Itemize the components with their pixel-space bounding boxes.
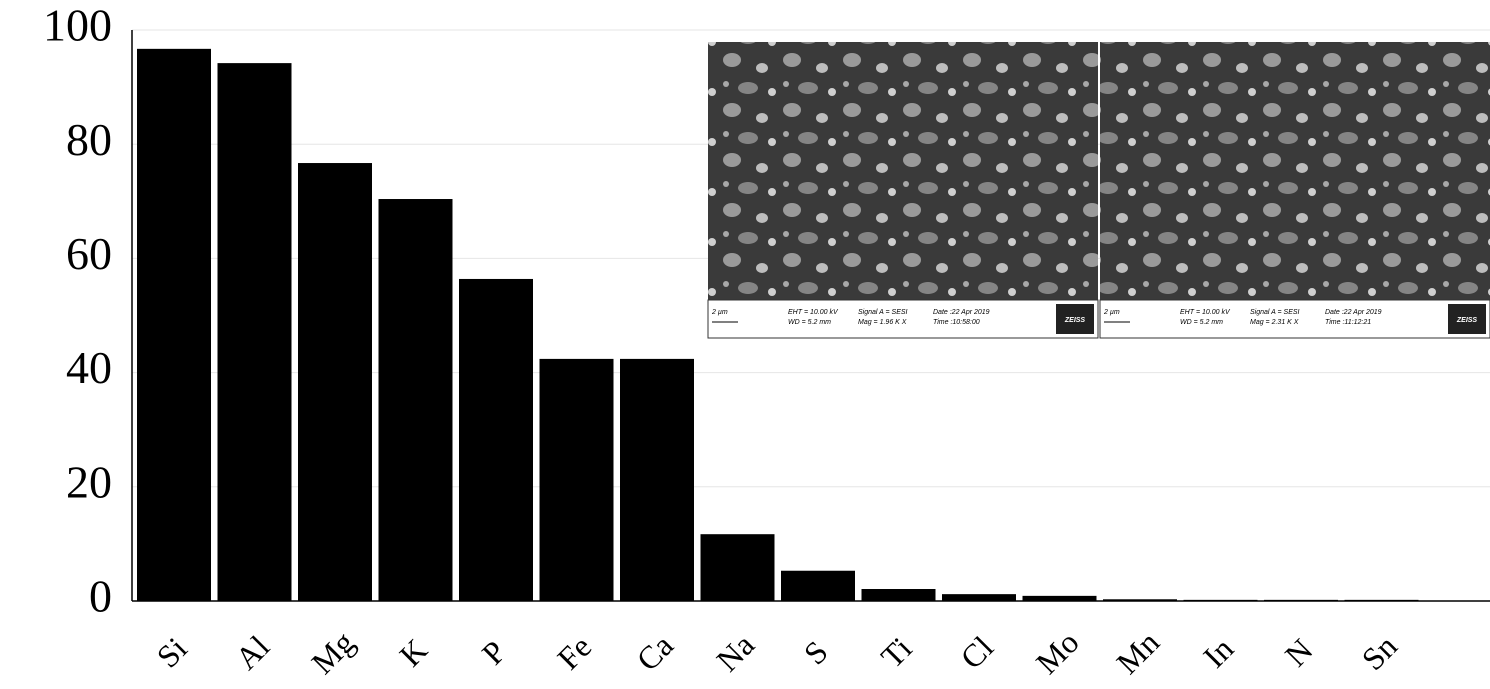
bar — [217, 63, 292, 602]
x-tick-label: Ti — [874, 630, 919, 675]
micrograph — [1100, 42, 1490, 300]
sem-image: 2 µm EHT = 10.00 kV WD = 5.2 mm Signal A = … — [1099, 42, 1490, 339]
x-tick-label: S — [797, 633, 835, 671]
info-bar — [707, 299, 1099, 339]
bar — [620, 358, 694, 601]
x-tick-label: In — [1196, 630, 1240, 674]
bar — [137, 48, 211, 601]
info-text: 2 µm — [711, 309, 728, 316]
bar — [378, 199, 453, 602]
info-text: ZEISS — [1064, 317, 1086, 324]
info-text: Signal A = SESI — [1250, 309, 1300, 316]
x-tick-label: Mo — [1029, 624, 1086, 681]
x-tick-label: Fe — [550, 628, 598, 676]
info-text: Signal A = SESI — [858, 309, 908, 316]
info-text: WD = 5.2 mm — [1180, 319, 1223, 326]
x-tick-label: Sn — [1354, 628, 1403, 677]
x-tick-label: Na — [709, 626, 761, 678]
y-tick-label: 60 — [66, 228, 112, 279]
bar — [298, 163, 372, 601]
info-text: Time :10:58:00 — [933, 319, 980, 326]
x-tick-label: P — [475, 633, 513, 671]
bar — [539, 358, 614, 601]
bar — [942, 594, 1016, 601]
bar — [781, 570, 855, 601]
bar — [1022, 595, 1097, 601]
info-text: 2 µm — [1103, 309, 1120, 316]
x-tick-label: Al — [228, 628, 276, 676]
brand-box — [1448, 304, 1486, 334]
info-text: EHT = 10.00 kV — [1180, 309, 1231, 316]
info-text: ZEISS — [1456, 317, 1478, 324]
y-tick-label: 100 — [43, 0, 112, 51]
y-tick-label: 80 — [66, 114, 112, 165]
bar — [861, 589, 936, 601]
info-bar — [1099, 299, 1490, 339]
info-text: Date :22 Apr 2019 — [933, 309, 990, 316]
bar — [700, 534, 775, 601]
micrograph — [708, 42, 1098, 300]
brand-box — [1056, 304, 1094, 334]
y-tick-label: 20 — [66, 456, 112, 507]
info-text: Date :22 Apr 2019 — [1325, 309, 1382, 316]
x-tick-label: Cl — [953, 629, 1000, 676]
x-tick-label: Mn — [1109, 624, 1166, 681]
sem-image: 2 µm EHT = 10.00 kV WD = 5.2 mm Signal A = … — [707, 42, 1099, 339]
info-text: WD = 5.2 mm — [788, 319, 831, 326]
x-tick-label: Si — [150, 630, 194, 674]
y-tick-label: 40 — [66, 342, 112, 393]
y-tick-label: 0 — [89, 571, 112, 622]
info-text: Mag = 2.31 K X — [1250, 319, 1299, 326]
bar — [1103, 599, 1177, 601]
x-tick-label: Ca — [629, 627, 680, 678]
x-tick-label: K — [392, 632, 434, 674]
bar — [459, 278, 533, 601]
x-tick-label: Mg — [304, 624, 361, 681]
info-text: EHT = 10.00 kV — [788, 309, 839, 316]
x-tick-label: N — [1278, 632, 1320, 674]
info-text: Time :11:12:21 — [1325, 319, 1371, 326]
info-text: Mag = 1.96 K X — [858, 319, 907, 326]
